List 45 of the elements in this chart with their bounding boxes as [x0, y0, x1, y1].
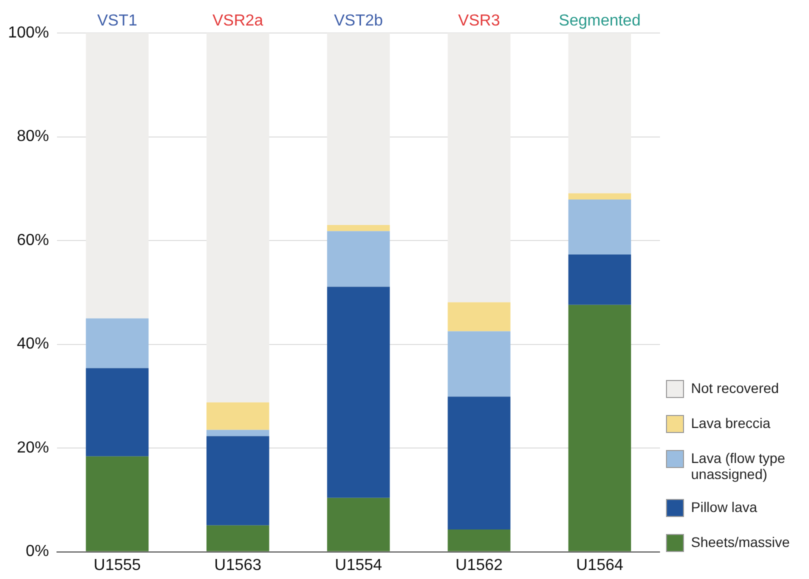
- bar: [206, 402, 270, 430]
- bar: [448, 529, 510, 552]
- x-tick-label: U1554: [334, 556, 382, 574]
- bar: [86, 456, 149, 552]
- text: VST2b: [334, 12, 384, 30]
- x-tick-label: U1555: [94, 556, 141, 574]
- text: Segmented: [558, 12, 641, 30]
- y-tick-label: 0%: [26, 543, 49, 560]
- text: VST1: [97, 12, 138, 30]
- bar: [327, 498, 390, 552]
- bar: [327, 286, 390, 498]
- bar: [86, 368, 149, 456]
- x-tick-label: U1563: [214, 556, 262, 574]
- y-tick-label: 60%: [16, 232, 49, 249]
- bar: [206, 525, 270, 552]
- bar: [206, 33, 270, 402]
- bar: [448, 331, 510, 397]
- x-tick-label: U1562: [456, 556, 503, 574]
- bar: [448, 396, 510, 530]
- x-tick-label: U1564: [576, 556, 624, 574]
- legend-label: Pillow lava: [691, 499, 758, 515]
- bar: [568, 254, 632, 305]
- bar: [206, 436, 270, 526]
- bar: [206, 430, 270, 436]
- bar: [86, 318, 149, 368]
- bar: [448, 302, 510, 332]
- y-tick-label: 80%: [16, 128, 49, 146]
- legend-label: Lava breccia: [691, 415, 770, 431]
- bar: [568, 304, 632, 552]
- y-tick-label: 20%: [16, 439, 49, 456]
- bar: [327, 33, 390, 225]
- y-tick-label: 40%: [16, 336, 49, 353]
- text: VSR3: [458, 12, 500, 30]
- bar: [568, 33, 632, 194]
- bar: [86, 33, 149, 318]
- bar: [568, 193, 632, 200]
- legend-label: Not recovered: [691, 380, 779, 396]
- legend-label: Lava (flow type unassigned): [691, 450, 786, 482]
- y-tick-label: 100%: [8, 24, 49, 42]
- bar: [327, 224, 390, 232]
- bar: [568, 200, 632, 255]
- text: VSR2a: [212, 12, 264, 30]
- bar: [448, 33, 510, 302]
- legend-label: Sheets/massive: [691, 534, 790, 550]
- bar: [327, 231, 390, 287]
